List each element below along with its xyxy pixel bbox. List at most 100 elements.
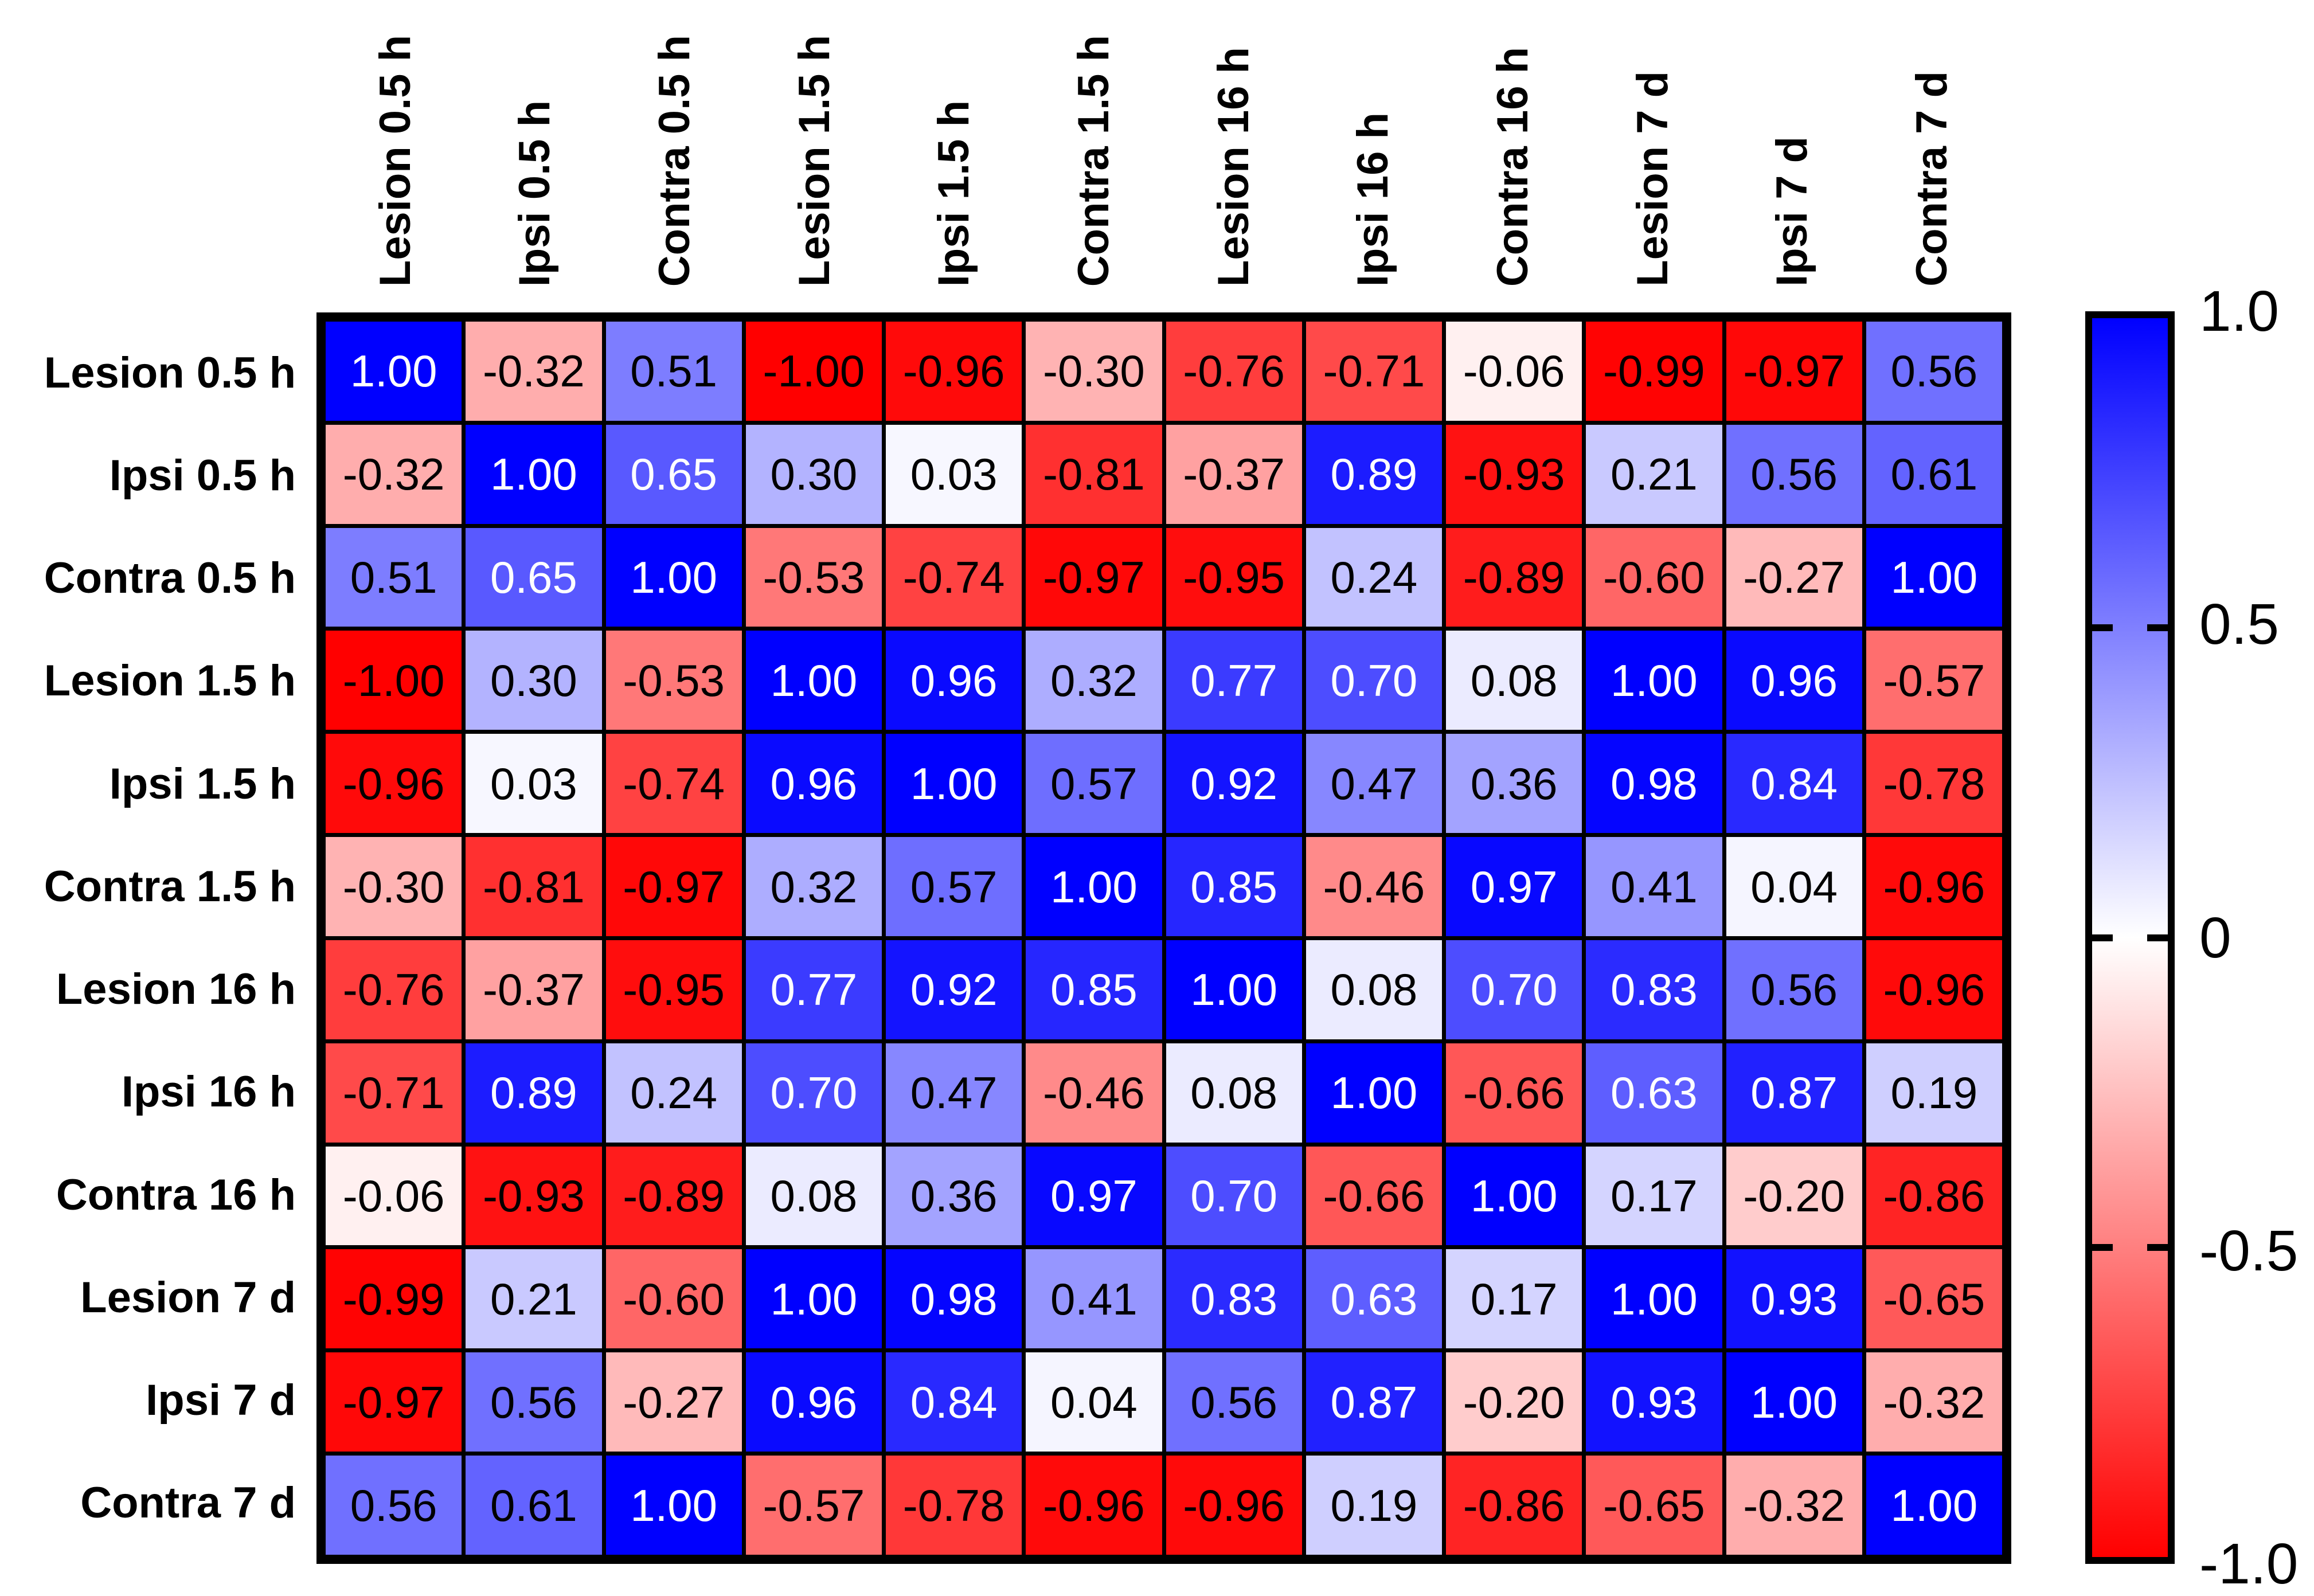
matrix-cell: 0.04	[1026, 1352, 1162, 1452]
matrix-cell: 0.17	[1586, 1146, 1722, 1246]
matrix-cell: 0.08	[745, 1146, 882, 1246]
matrix-cell: 0.84	[886, 1352, 1022, 1452]
row-label: Contra 16 h	[56, 1170, 296, 1219]
column-label: Lesion 16 h	[1209, 46, 1258, 287]
matrix-cell: -0.32	[326, 424, 462, 524]
column-label: Lesion 0.5 h	[370, 34, 420, 287]
matrix-cell: -0.27	[1726, 527, 1862, 627]
matrix-cell: -0.78	[886, 1456, 1022, 1555]
matrix-cell: 0.08	[1305, 940, 1442, 1039]
matrix-cell: -0.53	[605, 631, 742, 730]
matrix-cell: 0.70	[1446, 940, 1582, 1039]
matrix-grid: 1.00 -0.32 0.51 -1.00 -0.96 -0.30 -0.76 -0.71 -0…	[316, 312, 2011, 1564]
matrix-cell: 0.24	[1305, 527, 1442, 627]
matrix-cell: -0.65	[1866, 1249, 2002, 1349]
colorbar-tick	[2147, 1243, 2168, 1251]
matrix-cell: 1.00	[1586, 631, 1722, 730]
matrix-cell: -0.74	[605, 734, 742, 834]
matrix-cell: 0.77	[1166, 631, 1302, 730]
matrix-cell: 0.36	[1446, 734, 1582, 834]
matrix-cell: -0.37	[1166, 424, 1302, 524]
matrix-cell: 0.56	[1726, 424, 1862, 524]
matrix-cell: 0.51	[326, 527, 462, 627]
matrix-cell: -0.32	[1726, 1456, 1862, 1555]
matrix-cell: 0.41	[1026, 1249, 1162, 1349]
matrix-cell: -0.37	[466, 940, 602, 1039]
colorbar-tick-label: -0.5	[2199, 1218, 2299, 1283]
matrix-cell: 1.00	[326, 322, 462, 421]
colorbar-tick-label: 0	[2199, 905, 2231, 970]
matrix-cell: -0.96	[1866, 837, 2002, 936]
matrix-cell: 0.04	[1726, 837, 1862, 936]
matrix-cell: 1.00	[1446, 1146, 1582, 1246]
matrix-cell: 0.63	[1586, 1043, 1722, 1143]
matrix-cell: -0.65	[1586, 1456, 1722, 1555]
matrix-cell: 0.21	[1586, 424, 1722, 524]
matrix-cell: 0.57	[1026, 734, 1162, 834]
column-label: Ipsi 1.5 h	[929, 100, 979, 287]
matrix-cell: -0.96	[1866, 940, 2002, 1039]
matrix-cell: -0.95	[1166, 527, 1302, 627]
matrix-cell: -0.20	[1726, 1146, 1862, 1246]
row-label: Lesion 1.5 h	[44, 656, 296, 706]
colorbar-tick	[2092, 624, 2113, 632]
matrix-cell: 0.08	[1166, 1043, 1302, 1143]
column-label: Contra 1.5 h	[1069, 34, 1119, 287]
matrix-cell: -0.66	[1305, 1146, 1442, 1246]
matrix-cell: -0.96	[326, 734, 462, 834]
matrix-cell: 0.56	[1166, 1352, 1302, 1452]
column-label: Contra 16 h	[1488, 46, 1538, 287]
matrix-cell: 0.83	[1166, 1249, 1302, 1349]
matrix-cell: -0.53	[745, 527, 882, 627]
matrix-cell: 0.03	[466, 734, 602, 834]
matrix-cell: -0.32	[1866, 1352, 2002, 1452]
matrix-cell: 0.96	[886, 631, 1022, 730]
matrix-cell: -0.76	[1166, 322, 1302, 421]
matrix-cell: 0.08	[1446, 631, 1582, 730]
matrix-cell: -0.46	[1305, 837, 1442, 936]
column-label: Ipsi 0.5 h	[510, 100, 560, 287]
matrix-cell: -0.93	[1446, 424, 1582, 524]
matrix-cell: 0.70	[1305, 631, 1442, 730]
row-label: Ipsi 1.5 h	[109, 759, 296, 808]
colorbar-tick-label: 0.5	[2199, 592, 2280, 657]
row-label: Contra 1.5 h	[44, 862, 296, 911]
matrix-cell: 0.87	[1726, 1043, 1862, 1143]
matrix-cell: -0.06	[1446, 322, 1582, 421]
matrix-cell: -0.06	[326, 1146, 462, 1246]
matrix-cell: 0.32	[745, 837, 882, 936]
matrix-cell: 1.00	[745, 631, 882, 730]
matrix-cell: 0.32	[1026, 631, 1162, 730]
matrix-cell: -0.60	[1586, 527, 1722, 627]
matrix-cell: -0.30	[326, 837, 462, 936]
colorbar-tick-label: 1.0	[2199, 279, 2280, 343]
matrix-cell: 0.84	[1726, 734, 1862, 834]
row-label: Ipsi 16 h	[121, 1067, 296, 1117]
matrix-cell: 0.89	[1305, 424, 1442, 524]
matrix-cell: -0.89	[605, 1146, 742, 1246]
matrix-cell: 0.61	[1866, 424, 2002, 524]
colorbar-tick-label: -1.0	[2199, 1532, 2299, 1596]
matrix-cell: 0.30	[466, 631, 602, 730]
colorbar-tick	[2092, 1243, 2113, 1251]
row-label: Ipsi 7 d	[146, 1376, 296, 1425]
matrix-cell: -0.86	[1866, 1146, 2002, 1246]
matrix-cell: -0.95	[605, 940, 742, 1039]
matrix-cell: 1.00	[1866, 527, 2002, 627]
matrix-cell: 0.85	[1026, 940, 1162, 1039]
column-label: Ipsi 16 h	[1348, 112, 1398, 287]
matrix-cell: -0.86	[1446, 1456, 1582, 1555]
matrix-cell: 1.00	[1586, 1249, 1722, 1349]
column-label: Ipsi 7 d	[1768, 136, 1817, 287]
matrix-cell: 0.96	[1726, 631, 1862, 730]
matrix-cell: -0.32	[466, 322, 602, 421]
matrix-cell: 0.93	[1586, 1352, 1722, 1452]
matrix-cell: 1.00	[605, 527, 742, 627]
matrix-cell: -0.99	[326, 1249, 462, 1349]
matrix-cell: 0.77	[745, 940, 882, 1039]
matrix-cell: 0.92	[886, 940, 1022, 1039]
matrix-cell: 0.41	[1586, 837, 1722, 936]
colorbar-tick	[2147, 624, 2168, 632]
matrix-cell: 0.70	[1166, 1146, 1302, 1246]
matrix-cell: 0.83	[1586, 940, 1722, 1039]
